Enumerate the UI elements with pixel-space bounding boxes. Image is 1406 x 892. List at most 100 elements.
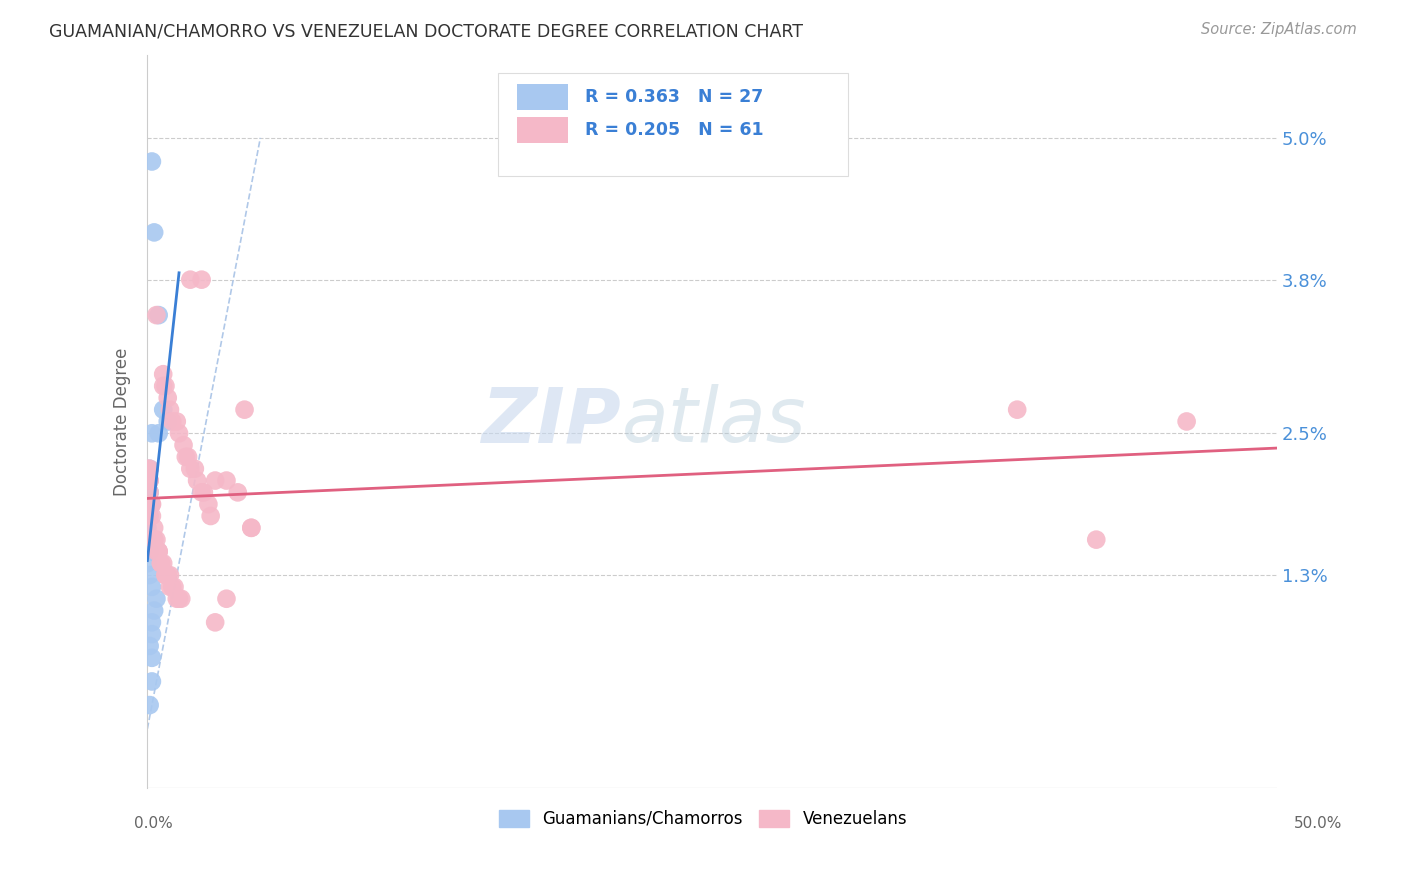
Text: R = 0.363   N = 27: R = 0.363 N = 27 [585,88,763,106]
Point [138,497,160,511]
Point [145,308,167,322]
Point [166,591,188,606]
Point [138,474,160,488]
Point [138,544,160,558]
Point [162,414,184,429]
Point [141,615,163,630]
Point [138,544,160,558]
Point [138,461,160,475]
Point [136,497,159,511]
Point [138,639,160,653]
Point [215,474,238,488]
Point [148,544,170,558]
Point [141,497,163,511]
Point [145,533,167,547]
Text: ZIP: ZIP [482,384,621,458]
Point [1175,414,1198,429]
Point [138,485,160,500]
Point [167,426,190,441]
Point [148,544,170,558]
Point [136,521,159,535]
Point [240,521,263,535]
Point [143,226,166,240]
Point [152,402,174,417]
Point [141,154,163,169]
Point [138,698,160,712]
Point [136,508,159,523]
Point [148,308,170,322]
Point [1005,402,1028,417]
Point [156,391,179,405]
Point [179,273,201,287]
FancyBboxPatch shape [498,73,848,176]
Point [159,580,181,594]
Point [143,533,166,547]
Point [193,485,215,500]
Point [200,508,222,523]
Point [152,556,174,570]
Point [166,414,188,429]
Point [136,508,159,523]
Point [156,568,179,582]
Point [143,521,166,535]
Point [155,568,177,582]
Point [170,591,193,606]
Point [141,497,163,511]
Point [156,414,179,429]
Point [138,461,160,475]
Point [186,474,208,488]
Point [138,485,160,500]
Point [162,580,184,594]
Point [136,461,159,475]
Point [138,568,160,582]
Point [190,273,212,287]
Point [1085,533,1108,547]
Text: GUAMANIAN/CHAMORRO VS VENEZUELAN DOCTORATE DEGREE CORRELATION CHART: GUAMANIAN/CHAMORRO VS VENEZUELAN DOCTORA… [49,22,803,40]
Point [138,474,160,488]
Point [240,521,263,535]
Text: 0.0%: 0.0% [134,816,173,831]
Point [152,379,174,393]
Point [173,438,195,452]
Point [190,485,212,500]
Point [163,580,186,594]
Point [233,402,256,417]
Point [145,591,167,606]
Point [143,603,166,617]
Point [152,368,174,382]
Point [149,556,172,570]
Text: R = 0.205   N = 61: R = 0.205 N = 61 [585,121,763,139]
FancyBboxPatch shape [517,85,568,110]
Point [174,450,197,464]
Point [148,426,170,441]
Point [149,556,172,570]
Point [141,508,163,523]
Point [141,426,163,441]
Point [136,556,159,570]
Point [141,674,163,689]
Point [138,508,160,523]
Point [204,615,226,630]
Legend: Guamanians/Chamorros, Venezuelans: Guamanians/Chamorros, Venezuelans [492,803,914,835]
Point [155,379,177,393]
Point [145,544,167,558]
Point [141,627,163,641]
Point [167,591,190,606]
Point [136,533,159,547]
Point [226,485,249,500]
Point [141,650,163,665]
FancyBboxPatch shape [517,118,568,143]
Point [159,402,181,417]
Point [179,461,201,475]
Text: Source: ZipAtlas.com: Source: ZipAtlas.com [1201,22,1357,37]
Point [155,568,177,582]
Point [143,533,166,547]
Text: atlas: atlas [621,384,806,458]
Point [177,450,200,464]
Text: 50.0%: 50.0% [1295,816,1343,831]
Point [215,591,238,606]
Point [159,568,181,582]
Point [197,497,219,511]
Point [184,461,207,475]
Point [204,474,226,488]
